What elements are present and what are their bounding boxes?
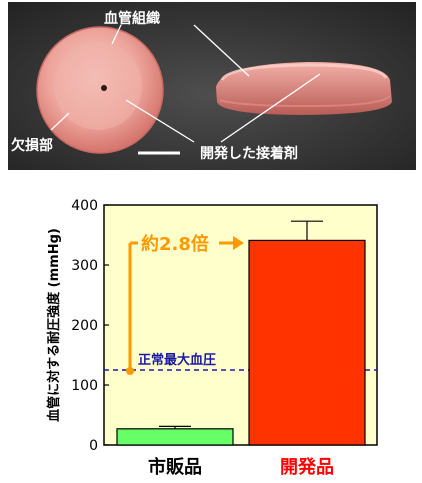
y-tick-label: 300 bbox=[71, 258, 98, 274]
bar bbox=[248, 239, 366, 446]
reference-line-label: 正常最大血圧 bbox=[138, 352, 216, 368]
y-tick-label: 0 bbox=[89, 438, 98, 454]
chart: 正常最大血圧 約2.8倍 0 100 200 300 400 市販品 開発品 血管に対する… bbox=[46, 198, 378, 478]
x-axis-categories: 市販品 開発品 bbox=[148, 456, 334, 478]
defect-hole bbox=[101, 85, 107, 91]
label-developed-adhesive: 開発した接着剤 bbox=[200, 145, 298, 162]
annotation-arrowhead bbox=[233, 236, 244, 250]
photo-panel: 血管組織 欠損部 開発した接着剤 bbox=[8, 2, 416, 170]
y-axis: 0 100 200 300 400 bbox=[71, 198, 109, 454]
y-tick-label: 200 bbox=[71, 318, 98, 334]
vessel-disc-side-view bbox=[216, 62, 392, 115]
y-tick-label: 100 bbox=[71, 378, 98, 394]
annotation-group: 約2.8倍 bbox=[126, 233, 244, 375]
label-defect: 欠損部 bbox=[11, 137, 53, 154]
bars-group bbox=[116, 220, 366, 446]
x-category-label: 開発品 bbox=[280, 456, 334, 478]
annotation-start-dot bbox=[126, 367, 134, 375]
bar bbox=[116, 428, 234, 446]
annotation-label: 約2.8倍 bbox=[141, 233, 209, 255]
callout-lines bbox=[50, 24, 321, 143]
x-category-label: 市販品 bbox=[148, 456, 202, 478]
y-axis-label: 血管に対する耐圧強度 (mmHg) bbox=[46, 228, 62, 422]
y-tick-label: 400 bbox=[71, 198, 98, 214]
label-vessel-tissue: 血管組織 bbox=[104, 10, 160, 27]
vessel-disc-top-view bbox=[36, 26, 164, 154]
